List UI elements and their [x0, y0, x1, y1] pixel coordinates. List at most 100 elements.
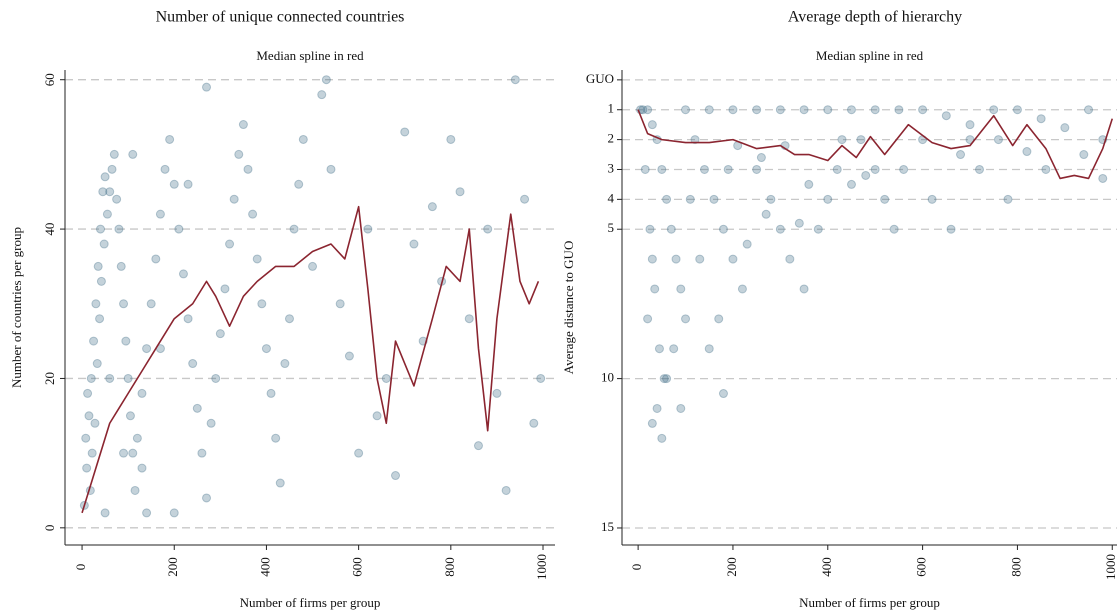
- scatter-point: [169, 508, 179, 518]
- scatter-point: [234, 149, 244, 159]
- scatter-point: [650, 284, 660, 294]
- scatter-point: [1084, 105, 1094, 115]
- scatter-point: [941, 111, 951, 121]
- scatter-point: [220, 284, 230, 294]
- scatter-point: [96, 276, 106, 286]
- scatter-point: [643, 314, 653, 324]
- scatter-point: [927, 194, 937, 204]
- scatter-point: [870, 105, 880, 115]
- scatter-point: [280, 359, 290, 369]
- scatter-point: [427, 202, 437, 212]
- scatter-point: [105, 373, 115, 383]
- scatter-point: [102, 209, 112, 219]
- scatter-point: [121, 336, 131, 346]
- scatter-point: [188, 359, 198, 369]
- scatter-point: [775, 105, 785, 115]
- scatter-point: [647, 120, 657, 130]
- scatter-point: [657, 433, 667, 443]
- scatter-point: [645, 224, 655, 234]
- scatter-point: [206, 418, 216, 428]
- scatter-point: [363, 224, 373, 234]
- scatter-point: [455, 187, 465, 197]
- scatter-point: [83, 388, 93, 398]
- scatter-point: [84, 411, 94, 421]
- scatter-point: [799, 284, 809, 294]
- y-tick-label: 10: [601, 370, 614, 385]
- chart-subtitle: Median spline in red: [816, 48, 924, 63]
- y-tick-label: 15: [601, 519, 614, 534]
- scatter-point: [86, 373, 96, 383]
- y-tick-label: GUO: [586, 71, 614, 86]
- scatter-point: [671, 254, 681, 264]
- scatter-point: [946, 224, 956, 234]
- scatter-point: [192, 403, 202, 413]
- scatter-point: [799, 105, 809, 115]
- scatter-point: [704, 105, 714, 115]
- scatter-point: [643, 105, 653, 115]
- scatter-point: [676, 284, 686, 294]
- scatter-point: [846, 105, 856, 115]
- scatter-point: [372, 411, 382, 421]
- scatter-point: [529, 418, 539, 428]
- scatter-point: [647, 254, 657, 264]
- scatter-point: [1003, 194, 1013, 204]
- x-tick-label: 200: [165, 557, 180, 577]
- x-tick-label: 400: [257, 557, 272, 577]
- scatter-point: [989, 105, 999, 115]
- scatter-point: [1041, 164, 1051, 174]
- scatter-point: [804, 179, 814, 189]
- scatter-point: [894, 105, 904, 115]
- scatter-point: [289, 224, 299, 234]
- y-tick-label: 40: [42, 223, 57, 236]
- scatter-point: [1022, 147, 1032, 157]
- scatter-point: [520, 194, 530, 204]
- y-tick-label: 0: [42, 525, 57, 532]
- scatter-point: [178, 269, 188, 279]
- scatter-point: [142, 508, 152, 518]
- scatter-point: [229, 194, 239, 204]
- scatter-point: [737, 284, 747, 294]
- scatter-point: [756, 153, 766, 163]
- scatter-point: [723, 164, 733, 174]
- scatter-point: [899, 164, 909, 174]
- scatter-point: [183, 179, 193, 189]
- scatter-point: [93, 261, 103, 271]
- scatter-point: [155, 209, 165, 219]
- scatter-point: [100, 508, 110, 518]
- scatter-point: [82, 463, 92, 473]
- scatter-point: [381, 373, 391, 383]
- scatter-point: [123, 373, 133, 383]
- scatter-point: [243, 164, 253, 174]
- y-tick-label: 3: [608, 160, 615, 175]
- x-tick-label: 600: [914, 557, 929, 577]
- scatter-point: [837, 135, 847, 145]
- scatter-point: [137, 388, 147, 398]
- scatter-point: [501, 485, 511, 495]
- scatter-point: [880, 194, 890, 204]
- scatter-point: [993, 135, 1003, 145]
- scatter-point: [956, 150, 966, 160]
- scatter-point: [119, 448, 129, 458]
- scatter-point: [718, 389, 728, 399]
- scatter-point: [832, 164, 842, 174]
- scatter-point: [700, 164, 709, 174]
- scatter-point: [202, 493, 212, 503]
- scatter-point: [151, 254, 161, 264]
- scatter-point: [510, 75, 520, 85]
- scatter-point: [137, 463, 147, 473]
- scatter-point: [128, 149, 138, 159]
- scatter-point: [823, 105, 833, 115]
- scatter-point: [125, 411, 135, 421]
- scatter-point: [794, 218, 804, 228]
- scatter-point: [666, 224, 676, 234]
- x-tick-label: 800: [442, 557, 457, 577]
- scatter-point: [785, 254, 795, 264]
- y-tick-label: 4: [608, 190, 615, 205]
- scatter-point: [271, 433, 281, 443]
- scatter-point: [142, 344, 152, 354]
- scatter-point: [742, 239, 752, 249]
- scatter-point: [326, 164, 336, 174]
- scatter-point: [90, 418, 100, 428]
- scatter-point: [105, 187, 115, 197]
